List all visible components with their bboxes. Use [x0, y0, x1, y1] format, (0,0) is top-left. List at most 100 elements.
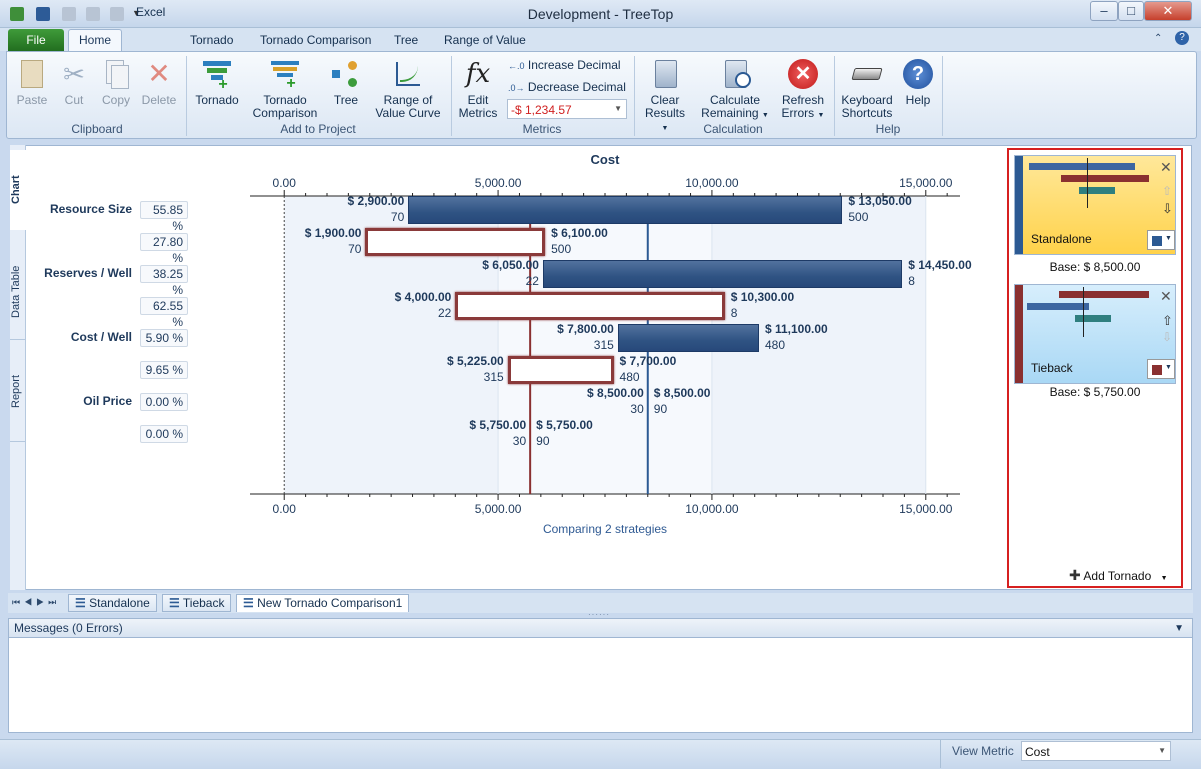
sensitivity-percent-box: 27.80 % [140, 233, 188, 265]
tornado-comparison-label-1: Tornado [263, 93, 307, 107]
x-tick-label-top: 5,000.00 [474, 176, 522, 190]
save-icon[interactable] [36, 7, 50, 21]
strategy-card-tieback[interactable]: ✕ ⇧ ⇩ Tieback ▼ [1014, 284, 1176, 384]
help-small-icon[interactable]: ? [1175, 31, 1189, 45]
bar-high-value-label: $ 13,050.00 [848, 194, 912, 208]
move-up-arrow-icon[interactable]: ⇧ [1162, 313, 1173, 328]
bar-low-value-label: $ 6,050.00 [482, 258, 539, 272]
bar-high-input-label: 8 [730, 306, 738, 320]
strategy-card-standalone[interactable]: ✕ ⇧ ⇩ Standalone ▼ [1014, 155, 1176, 255]
add-tornado-label: Add Tornado [1083, 569, 1152, 583]
tab-home[interactable]: Home [68, 29, 122, 52]
delete-button[interactable]: ✕ Delete [140, 58, 178, 107]
file-tab[interactable]: File [8, 29, 64, 51]
move-up-arrow-icon[interactable]: ⇧ [1162, 184, 1173, 198]
calculate-remaining-button[interactable]: Calculate Remaining ▼ [700, 58, 770, 122]
tab-excel[interactable]: Excel [136, 5, 166, 19]
edit-metrics-button[interactable]: fx Edit Metrics [456, 58, 500, 120]
cut-button[interactable]: ✂ Cut [58, 58, 90, 107]
strategy-color-picker[interactable]: ▼ [1147, 359, 1175, 379]
group-metrics-label: Metrics [522, 122, 562, 136]
ribbon-collapse-icon[interactable]: ⌃ [1154, 33, 1163, 44]
bar-high-input-label: 90 [653, 402, 668, 416]
tieback-bar[interactable] [455, 292, 725, 320]
messages-header[interactable]: Messages (0 Errors) ▼ [8, 618, 1193, 638]
clear-results-button[interactable]: Clear Results ▼ [640, 58, 690, 135]
keyboard-shortcuts-label-1: Keyboard [841, 93, 893, 107]
help-button[interactable]: ? Help [900, 58, 936, 107]
standalone-bar[interactable] [408, 196, 843, 224]
chevron-down-icon[interactable]: ▼ [1174, 623, 1184, 634]
remove-strategy-close-icon[interactable]: ✕ [1160, 159, 1172, 175]
x-axis-label: Comparing 2 strategies [542, 522, 668, 536]
view-metric-dropdown[interactable]: Cost ▼ [1021, 741, 1171, 761]
edit-metrics-label-2: Metrics [458, 106, 498, 120]
ribbon-tab-bar [0, 28, 1201, 51]
x-tick-label-bottom: 5,000.00 [474, 502, 522, 516]
maximize-button[interactable]: □ [1118, 1, 1144, 21]
doc-tab-standalone[interactable]: ☰ Standalone [68, 594, 157, 612]
add-tornado-comparison-button[interactable]: + Tornado Comparison [248, 58, 322, 120]
tab-range-of-value[interactable]: Range of Value [444, 33, 526, 47]
tieback-bar[interactable] [365, 228, 546, 256]
tab-tornado-comparison[interactable]: Tornado Comparison [260, 33, 372, 47]
move-down-arrow-icon[interactable]: ⇩ [1162, 330, 1173, 344]
x-tick-label-bottom: 10,000.00 [685, 502, 739, 516]
mini-base-line [1083, 287, 1084, 337]
add-tornado-dropdown[interactable]: ✚ Add Tornado ▼ [1069, 567, 1168, 584]
refresh-errors-button[interactable]: ✕ Refresh Errors ▼ [778, 58, 828, 122]
cut-small-icon[interactable] [86, 7, 100, 21]
standalone-bar[interactable] [617, 324, 759, 352]
add-range-of-value-button[interactable]: Range of Value Curve [372, 58, 444, 120]
paste-button[interactable]: Paste [14, 58, 50, 107]
tab-tornado[interactable]: Tornado [190, 33, 234, 47]
doc-tab-new-tornado-comparison[interactable]: ☰ New Tornado Comparison1 [236, 594, 410, 612]
view-metric-value: Cost [1025, 745, 1050, 759]
tieback-bar[interactable] [507, 356, 614, 384]
strategy-color-picker[interactable]: ▼ [1147, 230, 1175, 250]
chevron-down-icon: ▼ [761, 112, 769, 119]
bar-high-value-label: $ 11,100.00 [764, 322, 828, 336]
splitter-grip[interactable]: ······ [588, 610, 610, 619]
add-tornado-button[interactable]: + Tornado [194, 58, 240, 107]
add-tree-button[interactable]: Tree [328, 58, 364, 107]
standalone-bar[interactable] [542, 260, 903, 288]
doc-tab-tieback[interactable]: ☰ Tieback [162, 594, 232, 612]
side-tab-data-table[interactable]: Data Table [10, 245, 26, 340]
tornado-small-icon: ☰ [169, 596, 180, 610]
status-separator [940, 740, 941, 768]
bar-high-input-label: 90 [536, 434, 550, 448]
group-clipboard-label: Clipboard [71, 122, 123, 136]
help-question-icon: ? [902, 58, 934, 90]
tornado-comparison-icon: + [269, 58, 301, 92]
move-down-arrow-icon[interactable]: ⇩ [1162, 201, 1173, 216]
bar-low-value-label: $ 7,800.00 [557, 322, 614, 336]
minimize-button[interactable]: – [1090, 1, 1118, 21]
ribbon-separator [834, 56, 835, 136]
clear-results-label-1: Clear [650, 93, 680, 107]
calculator-clock-icon [719, 58, 751, 90]
keyboard-icon [851, 58, 883, 90]
remove-strategy-close-icon[interactable]: ✕ [1160, 288, 1172, 304]
bar-high-input-label: 480 [764, 338, 785, 352]
tab-navigation-arrows-icon[interactable]: ⏮◀▶⏭ [12, 597, 61, 607]
mini-bar [1029, 163, 1135, 170]
paste-small-icon[interactable] [62, 7, 76, 21]
sensitivity-percent-box: 55.85 % [140, 201, 188, 233]
copy-icon [100, 58, 132, 90]
bar-low-value-label: $ 4,000.00 [394, 290, 452, 304]
side-tab-chart[interactable]: Chart [10, 150, 26, 230]
range-of-value-curve-icon [392, 58, 424, 90]
view-metric-label: View Metric [952, 744, 1014, 758]
number-format-dropdown[interactable]: -$ 1,234.57 ▼ [507, 99, 627, 119]
side-tab-report[interactable]: Report [10, 342, 26, 442]
quick-access-dropdown-icon[interactable]: ▼ [132, 8, 141, 18]
close-button[interactable]: ✕ [1144, 1, 1192, 21]
tab-tree[interactable]: Tree [394, 33, 419, 47]
keyboard-shortcuts-button[interactable]: Keyboard Shortcuts [838, 58, 896, 120]
copy-button[interactable]: Copy [98, 58, 134, 107]
copy-small-icon[interactable] [110, 7, 124, 21]
bar-high-value-label: $ 5,750.00 [536, 418, 593, 432]
increase-decimal-button[interactable]: ←.0 Increase Decimal [508, 58, 621, 72]
decrease-decimal-button[interactable]: .0→ Decrease Decimal [508, 80, 626, 94]
